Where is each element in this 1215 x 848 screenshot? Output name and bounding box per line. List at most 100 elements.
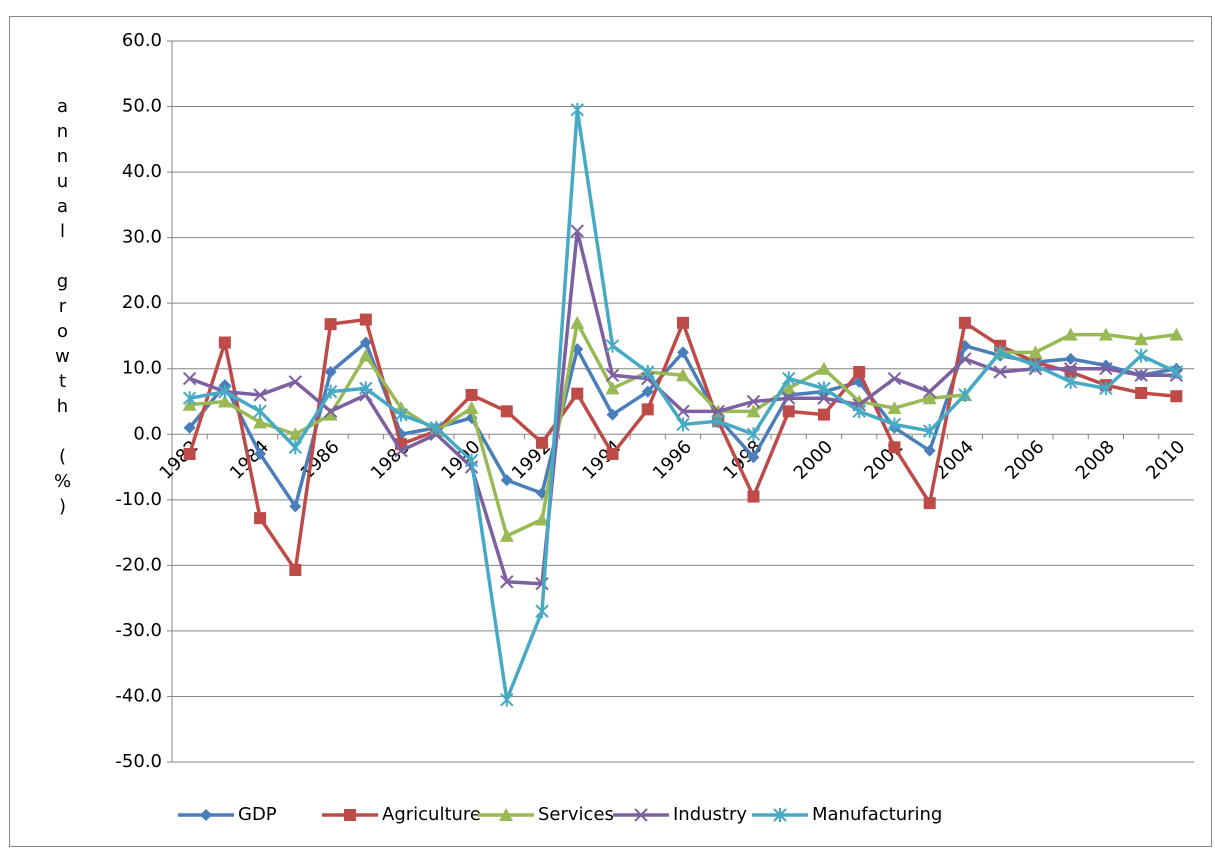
marker: [182, 391, 197, 406]
legend-label: Industry: [673, 804, 747, 825]
marker: [1028, 345, 1043, 359]
marker: [1169, 365, 1184, 380]
marker: [217, 394, 232, 408]
marker: [711, 414, 725, 429]
marker: [782, 391, 796, 405]
marker: [1098, 327, 1113, 341]
marker: [676, 417, 690, 432]
marker: [465, 388, 478, 401]
marker: [676, 404, 690, 419]
chart-border: [9, 16, 1212, 847]
marker: [394, 407, 408, 422]
marker: [358, 348, 373, 362]
marker: [853, 366, 866, 379]
marker: [817, 408, 830, 421]
y-tick-label: 10.0: [122, 358, 162, 379]
marker: [500, 405, 513, 418]
marker: [993, 345, 1007, 360]
marker: [323, 384, 338, 399]
marker: [641, 385, 654, 398]
marker: [1135, 386, 1148, 399]
marker: [1134, 348, 1148, 363]
marker: [641, 403, 654, 416]
marker: [535, 577, 549, 591]
marker: [773, 808, 787, 822]
marker: [323, 407, 338, 421]
marker: [253, 388, 267, 402]
marker: [535, 604, 549, 619]
marker: [288, 440, 303, 455]
marker: [887, 401, 902, 415]
marker: [464, 401, 479, 415]
marker: [1099, 362, 1113, 376]
y-tick-label: -20.0: [115, 554, 162, 575]
marker: [344, 809, 356, 821]
marker: [781, 381, 796, 395]
marker: [570, 315, 585, 329]
marker: [464, 453, 479, 468]
marker: [606, 408, 619, 421]
marker: [634, 808, 648, 822]
marker: [570, 102, 584, 117]
marker: [852, 404, 866, 419]
marker: [1134, 368, 1148, 382]
marker: [324, 318, 337, 331]
legend-label: Agriculture: [382, 804, 481, 825]
marker: [500, 474, 513, 487]
marker: [218, 336, 231, 349]
x-tick-label: 2010: [1142, 436, 1189, 483]
marker: [922, 391, 937, 405]
marker: [993, 365, 1007, 379]
marker: [254, 512, 267, 525]
marker: [887, 417, 902, 432]
marker: [182, 371, 197, 386]
marker: [605, 381, 620, 395]
marker: [746, 427, 761, 442]
marker: [922, 384, 937, 399]
marker: [536, 436, 549, 449]
marker: [200, 809, 212, 821]
marker: [253, 404, 267, 419]
marker: [1063, 362, 1078, 376]
y-tick-label: 50.0: [122, 96, 162, 117]
marker: [289, 563, 302, 576]
y-tick-label: 0.0: [133, 423, 162, 444]
x-tick-label: 2006: [1001, 436, 1048, 483]
marker: [923, 497, 936, 510]
y-tick-label: -30.0: [115, 620, 162, 641]
x-tick-label: 1982: [155, 436, 202, 483]
marker: [677, 316, 689, 329]
y-tick-label: 30.0: [122, 227, 162, 248]
x-tick-label: 1996: [649, 436, 696, 483]
marker: [817, 381, 831, 396]
marker: [323, 404, 338, 419]
y-axis-label: annual growth (%): [52, 96, 73, 521]
legend-label: Services: [538, 804, 614, 825]
marker: [571, 387, 584, 400]
marker: [500, 575, 514, 589]
marker: [677, 346, 689, 359]
marker: [218, 384, 232, 399]
marker: [499, 528, 514, 542]
marker: [289, 500, 302, 513]
marker: [817, 391, 831, 405]
legend-label: Manufacturing: [812, 804, 942, 825]
marker: [535, 512, 550, 526]
marker: [747, 490, 760, 503]
marker: [958, 352, 972, 366]
y-tick-label: -50.0: [115, 751, 162, 772]
marker: [605, 338, 620, 353]
marker: [676, 368, 690, 382]
marker: [1134, 332, 1149, 346]
marker: [324, 366, 337, 379]
y-tick-label: 20.0: [122, 292, 162, 313]
marker: [570, 224, 584, 238]
marker: [183, 421, 196, 434]
marker: [711, 404, 725, 419]
marker: [1099, 381, 1113, 396]
marker: [958, 316, 971, 329]
marker: [1064, 352, 1077, 365]
marker: [183, 447, 196, 460]
